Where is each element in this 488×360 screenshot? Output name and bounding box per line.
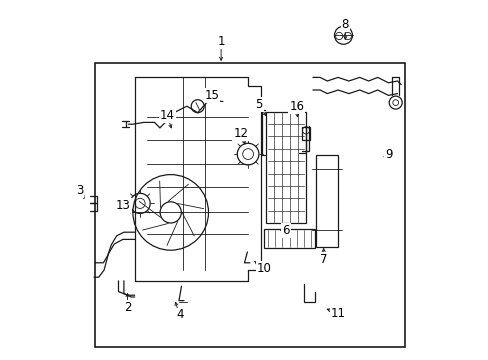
Text: 5: 5 xyxy=(255,98,262,111)
Text: 7: 7 xyxy=(319,253,327,266)
Text: 4: 4 xyxy=(176,309,183,321)
Text: 3: 3 xyxy=(76,184,83,197)
Text: 13: 13 xyxy=(116,199,130,212)
Text: 6: 6 xyxy=(282,224,289,237)
Text: 12: 12 xyxy=(233,127,248,140)
Text: 11: 11 xyxy=(330,307,345,320)
Text: 15: 15 xyxy=(204,89,219,102)
Text: 9: 9 xyxy=(384,148,391,161)
Text: 10: 10 xyxy=(256,262,271,275)
Text: 14: 14 xyxy=(159,109,174,122)
Bar xyxy=(95,63,404,347)
Bar xyxy=(264,229,314,248)
Text: 1: 1 xyxy=(217,35,224,48)
Bar xyxy=(316,155,337,247)
Text: 2: 2 xyxy=(123,301,131,314)
Text: 8: 8 xyxy=(341,18,348,31)
Bar xyxy=(265,112,305,223)
Bar xyxy=(302,127,309,140)
Text: 16: 16 xyxy=(288,100,304,113)
